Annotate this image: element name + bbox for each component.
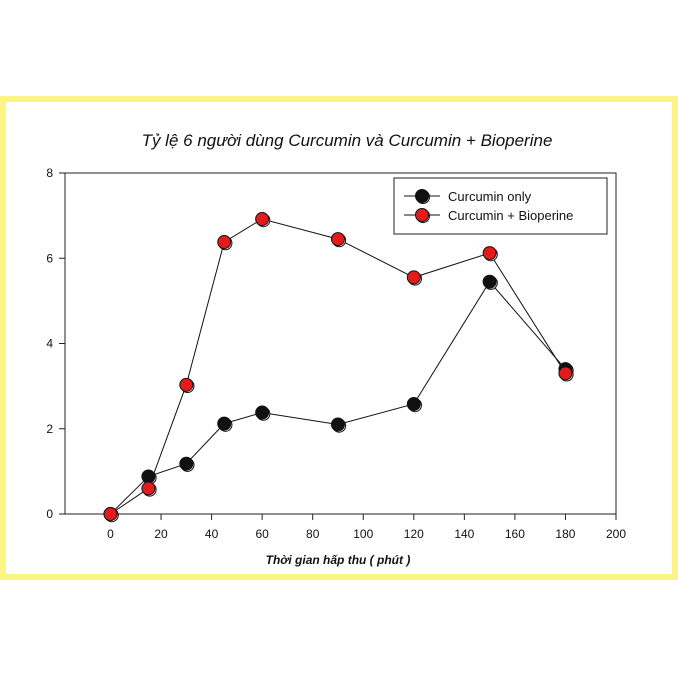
x-tick-label: 80 bbox=[306, 527, 320, 541]
data-point bbox=[217, 235, 232, 250]
x-tick-label: 140 bbox=[454, 527, 474, 541]
y-tick-label: 2 bbox=[46, 422, 53, 436]
legend-label-2: Curcumin + Bioperine bbox=[448, 208, 573, 223]
data-point bbox=[179, 456, 194, 471]
data-point bbox=[406, 270, 421, 285]
x-tick-label: 60 bbox=[255, 527, 269, 541]
x-tick-label: 160 bbox=[505, 527, 525, 541]
chart-title: Tỷ lệ 6 người dùng Curcumin và Curcumin … bbox=[142, 131, 553, 150]
y-tick-label: 0 bbox=[46, 507, 53, 521]
x-axis-label: Thời gian hấp thu ( phút ) bbox=[266, 553, 411, 567]
data-point bbox=[482, 246, 497, 261]
data-point bbox=[330, 232, 345, 247]
data-point bbox=[103, 507, 118, 521]
data-point bbox=[141, 481, 156, 496]
data-point bbox=[558, 366, 573, 381]
x-tick-label: 0 bbox=[107, 527, 114, 541]
series-markers-2 bbox=[103, 212, 574, 523]
data-point bbox=[482, 274, 497, 289]
x-tick-label: 200 bbox=[606, 527, 626, 541]
legend: Curcumin only Curcumin + Bioperine bbox=[393, 177, 608, 235]
legend-marker-2 bbox=[415, 208, 429, 222]
data-point bbox=[141, 469, 156, 484]
x-tick-label: 180 bbox=[555, 527, 575, 541]
chart-frame bbox=[0, 96, 678, 580]
x-tick-label: 40 bbox=[205, 527, 219, 541]
data-point bbox=[255, 212, 270, 227]
y-tick-label: 4 bbox=[46, 337, 53, 351]
data-point bbox=[330, 417, 345, 432]
y-tick-label: 8 bbox=[46, 166, 53, 180]
legend-label-1: Curcumin only bbox=[448, 189, 532, 204]
data-point bbox=[406, 397, 421, 412]
axes: 0 20 40 60 80 100 120 140 160 180 200 0 2 4 6 8 bbox=[46, 166, 626, 541]
legend-box bbox=[393, 177, 608, 235]
data-point bbox=[217, 416, 232, 431]
series-markers-1 bbox=[103, 274, 574, 523]
series-line-2 bbox=[110, 218, 566, 515]
series-line-1 bbox=[110, 280, 566, 515]
data-point bbox=[179, 377, 194, 392]
data-point bbox=[255, 405, 270, 420]
plot-area bbox=[103, 212, 574, 523]
y-tick-label: 6 bbox=[46, 251, 53, 265]
x-tick-label: 100 bbox=[353, 527, 373, 541]
x-tick-label: 20 bbox=[154, 527, 168, 541]
legend-marker-1 bbox=[415, 189, 429, 203]
x-tick-label: 120 bbox=[404, 527, 424, 541]
